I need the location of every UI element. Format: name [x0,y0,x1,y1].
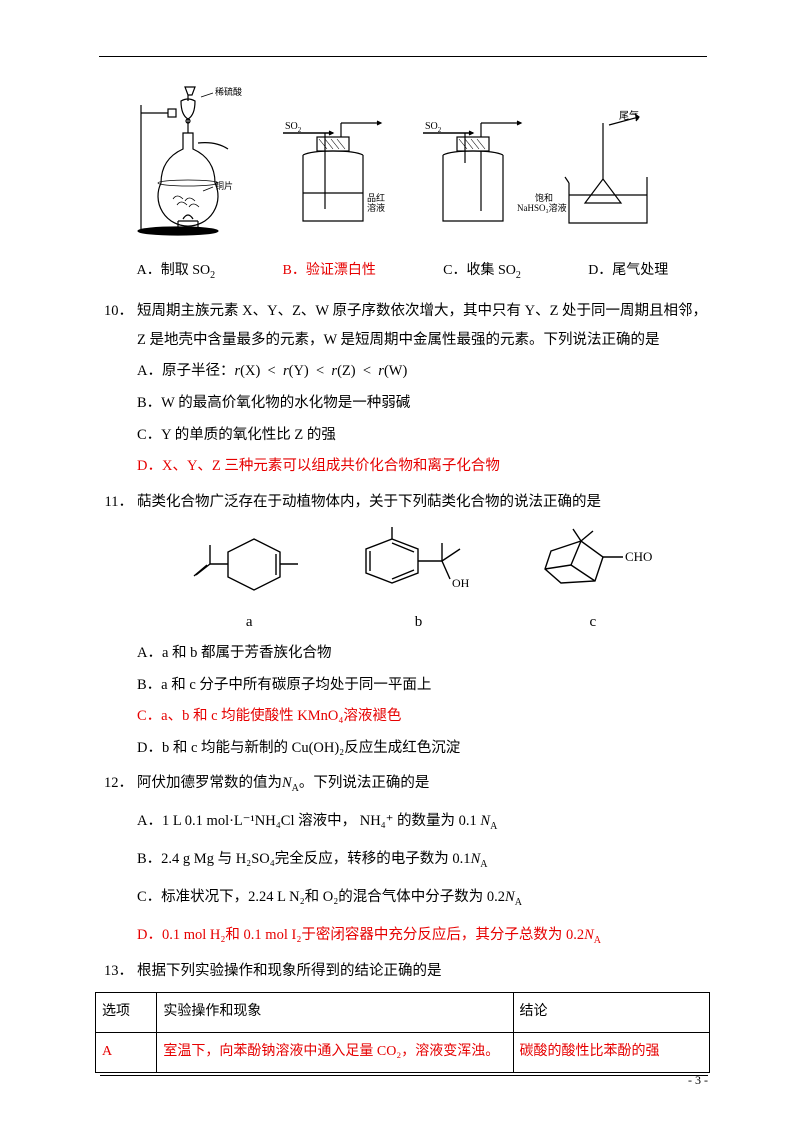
molecule-c: CHO c [523,527,663,636]
svg-text:SO2: SO2 [425,121,442,134]
q10-opt-c: C．Y 的单质的氧化性比 Z 的强 [137,422,710,450]
molecule-b-label: b [348,608,488,637]
molecule-c-label: c [523,608,663,637]
molecule-a-label: a [184,608,314,637]
q11-stem: 萜类化合物广泛存在于动植物体内，关于下列萜类化合物的说法正确的是 [137,489,710,517]
q12-opt-d: D．0.1 mol H₂和 0.1 mol I₂于密闭容器中充分反应后，其分子总… [137,922,710,950]
question-10: 10． 短周期主族元素 X、Y、Z、W 原子序数依次增大，其中只有 Y、Z 处于… [95,298,710,482]
q10-number: 10． [95,298,137,482]
molecule-b: OH b [348,527,488,636]
svg-text:品红: 品红 [367,192,385,203]
svg-text:OH: OH [452,576,470,590]
fig-label-a: A．制取 SO2 [137,258,216,285]
q10-stem-1: 短周期主族元素 X、Y、Z、W 原子序数依次增大，其中只有 Y、Z 处于同一周期… [137,298,710,326]
col-operation: 实验操作和现象 [157,993,513,1033]
panel-c-collect: SO2 [423,121,521,221]
q10-stem-2: Z 是地壳中含量最多的元素，W 是短周期中金属性最强的元素。下列说法正确的是 [137,327,710,355]
q12-opt-b: B．2.4 g Mg 与 H₂SO₄完全反应，转移的电子数为 0.1NA [137,846,710,874]
svg-text:SO2: SO2 [285,121,302,134]
panel-b-bleach-test: SO2 [283,121,385,221]
q12-stem: 阿伏加德罗常数的值为NA。下列说法正确的是 [137,770,710,798]
page-root: 稀硫酸 铜片 [0,0,800,1132]
footer-rule [100,1075,708,1076]
table-row: A 室温下，向苯酚钠溶液中通入足量 CO₂，溶液变浑浊。 碳酸的酸性比苯酚的强 [96,1032,710,1072]
q11-molecules: a [137,517,710,636]
cell-operation: 室温下，向苯酚钠溶液中通入足量 CO₂，溶液变浑浊。 [157,1032,513,1072]
cell-option: A [96,1032,157,1072]
q13-number: 13． [95,958,137,987]
q10-opt-b: B．W 的最高价氧化物的水化物是一种弱碱 [137,390,710,418]
apparatus-svg: 稀硫酸 铜片 [123,83,683,243]
cell-conclusion: 碳酸的酸性比苯酚的强 [513,1032,709,1072]
svg-text:溶液: 溶液 [367,202,385,213]
fig-label-d: D．尾气处理 [588,258,668,285]
panel-a-generator: 稀硫酸 铜片 [138,86,242,235]
col-conclusion: 结论 [513,993,709,1033]
q12-opt-c: C．标准状况下，2.24 L N₂和 O₂的混合气体中分子数为 0.2NA [137,884,710,912]
question-12: 12． 阿伏加德罗常数的值为NA。下列说法正确的是 A．1 L 0.1 mol·… [95,770,710,951]
top-rule [99,56,707,57]
q11-opt-d: D．b 和 c 均能与新制的 Cu(OH)₂反应生成红色沉淀 [137,735,710,763]
molecule-a: a [184,527,314,636]
fig-label-c: C．收集 SO2 [443,258,521,285]
q11-opt-a: A．a 和 b 都属于芳香族化合物 [137,640,710,668]
svg-text:铜片: 铜片 [215,180,233,191]
question-11: 11． 萜类化合物广泛存在于动植物体内，关于下列萜类化合物的说法正确的是 [95,489,710,765]
q10-opt-a: A．原子半径：r(X) < r(Y) < r(Z) < r(W) [137,358,710,386]
figure-labels-row: A．制取 SO2 B．验证漂白性 C．收集 SO2 D．尾气处理 [95,256,710,293]
q10-opt-d: D．X、Y、Z 三种元素可以组成共价化合物和离子化合物 [137,453,710,481]
svg-text:稀硫酸: 稀硫酸 [215,86,242,97]
fig-label-b: B．验证漂白性 [282,258,375,285]
panel-d-tailgas: 尾气 饱和 NaHSO₃溶液 [517,109,647,223]
table-header-row: 选项 实验操作和现象 结论 [96,993,710,1033]
col-option: 选项 [96,993,157,1033]
svg-text:NaHSO₃溶液: NaHSO₃溶液 [517,202,567,213]
question-13: 13． 根据下列实验操作和现象所得到的结论正确的是 [95,958,710,987]
q11-opt-b: B．a 和 c 分子中所有碳原子均处于同一平面上 [137,672,710,700]
q11-opt-c: C．a、b 和 c 均能使酸性 KMnO₄溶液褪色 [137,703,710,731]
page-number: - 3 - [688,1069,708,1092]
q12-number: 12． [95,770,137,951]
q13-stem: 根据下列实验操作和现象所得到的结论正确的是 [137,958,710,986]
q11-number: 11． [95,489,137,765]
figure-so2-apparatus: 稀硫酸 铜片 [95,83,710,254]
q12-opt-a: A．1 L 0.1 mol·L⁻¹NH₄Cl 溶液中， NH₄⁺ 的数量为 0.… [137,808,710,836]
svg-text:饱和: 饱和 [535,192,553,203]
svg-text:CHO: CHO [625,549,652,564]
q13-table: 选项 实验操作和现象 结论 A 室温下，向苯酚钠溶液中通入足量 CO₂，溶液变浑… [95,992,710,1072]
